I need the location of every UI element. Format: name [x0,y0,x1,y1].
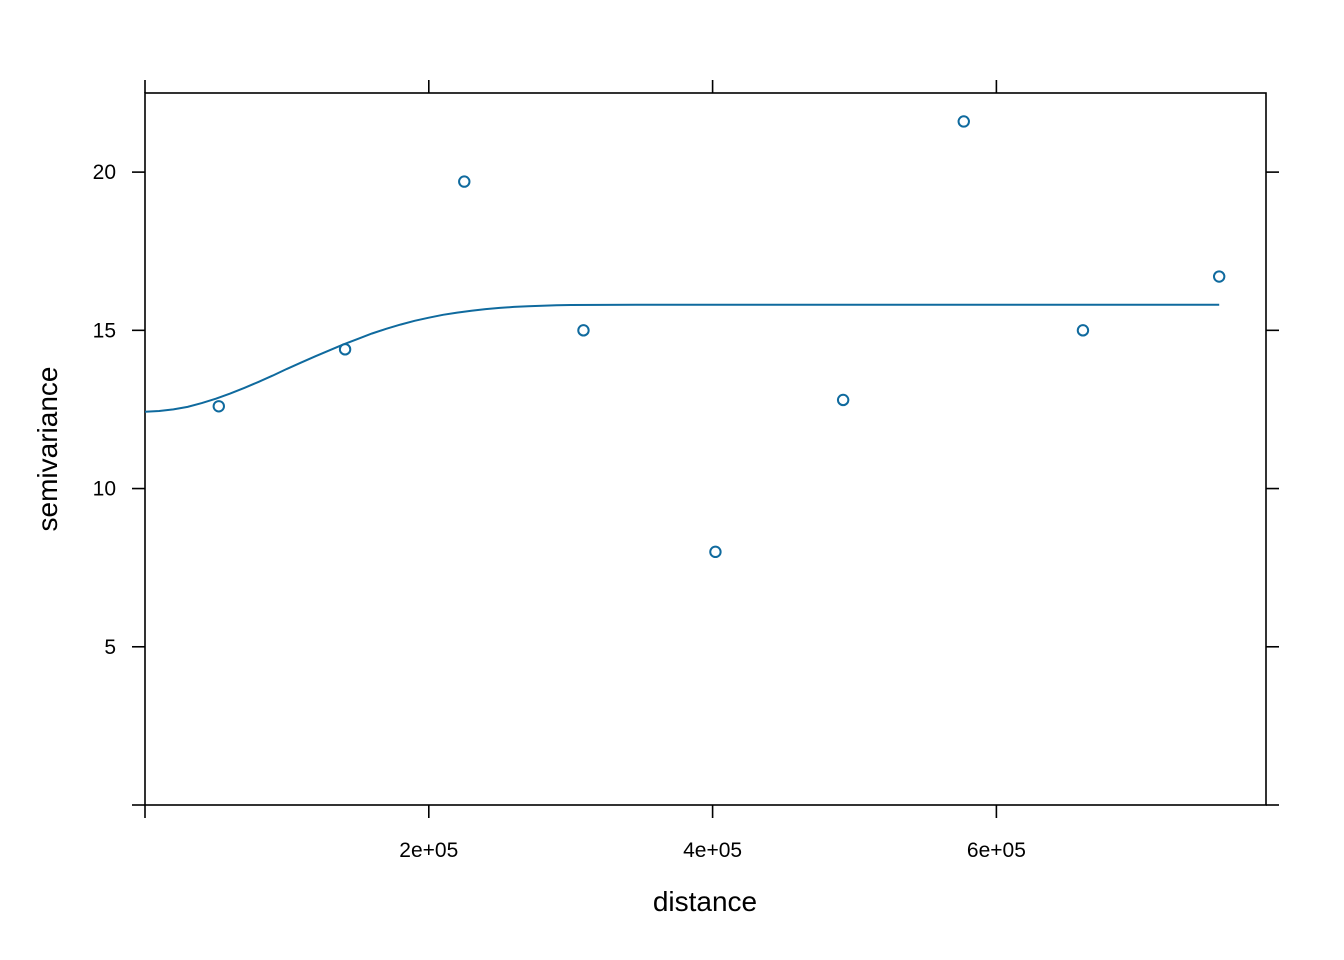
y-tick-label: 5 [104,636,116,659]
x-tick-label: 4e+05 [683,839,742,862]
data-point [1212,270,1226,283]
plot-area [144,115,1226,559]
model-curve [144,303,1220,413]
data-point [212,400,225,413]
plot-frame [144,92,1267,806]
data-point [836,393,850,407]
data-point [709,545,722,559]
y-axis-title: semivariance [32,367,63,532]
x-tick-label: 2e+05 [399,839,458,862]
y-tick-label: 20 [93,161,116,184]
y-tick-label: 15 [93,319,116,342]
x-tick-label: 6e+05 [967,839,1026,862]
x-axis-title: distance [653,886,757,917]
y-tick-label: 10 [93,478,116,501]
data-point [338,343,352,356]
data-point [957,115,970,128]
data-point [1076,324,1090,337]
data-point [458,175,471,188]
data-point [577,324,590,337]
axes: 2e+05 4e+05 6e+05 5 10 15 20 [93,80,1279,862]
